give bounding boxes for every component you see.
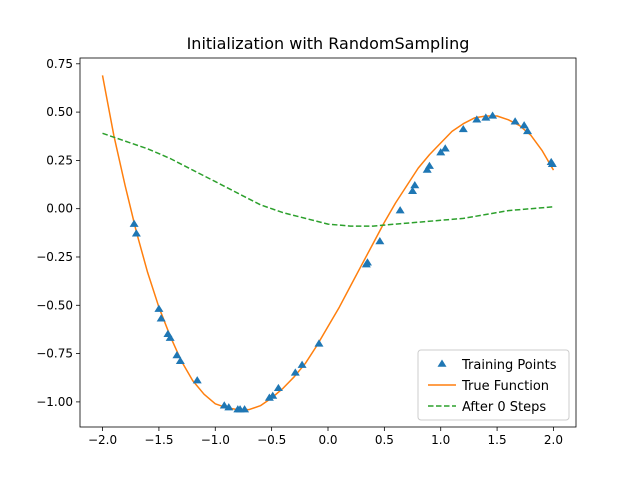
x-tick-label: −0.5 [257, 433, 286, 447]
y-tick-label: −1.00 [36, 395, 73, 409]
x-tick-label: −2.0 [88, 433, 117, 447]
data-point [510, 117, 520, 125]
data-point [436, 148, 446, 156]
data-point [519, 121, 529, 129]
data-point [224, 403, 234, 411]
data-point [547, 159, 557, 167]
x-tick-label: 1.0 [431, 433, 450, 447]
data-point [481, 113, 491, 121]
data-point [297, 360, 307, 368]
data-point [156, 314, 166, 322]
x-tick-label: 1.5 [488, 433, 507, 447]
data-point [165, 333, 175, 341]
x-tick-label: 2.0 [544, 433, 563, 447]
data-point [424, 161, 434, 169]
y-tick-label: 0.75 [46, 57, 73, 71]
data-point [472, 115, 482, 123]
data-point [395, 206, 405, 214]
data-point [408, 186, 418, 195]
y-tick-label: 0.50 [46, 105, 73, 119]
y-tick-label: −0.75 [36, 347, 73, 361]
data-point [440, 144, 450, 152]
y-tick-label: −0.25 [36, 250, 73, 264]
data-point [172, 351, 182, 359]
data-point [523, 126, 533, 135]
data-point [175, 356, 185, 365]
data-point [422, 165, 432, 173]
data-point [273, 383, 283, 392]
data-point [240, 405, 250, 413]
legend-label: True Function [461, 379, 549, 394]
x-tick-label: 0.5 [375, 433, 394, 447]
legend-marker [437, 359, 447, 367]
data-point [131, 229, 141, 237]
legend-label: Training Points [461, 358, 557, 373]
x-tick-label: 0.0 [318, 433, 337, 447]
series-line-after-0-steps [102, 132, 554, 227]
data-point [458, 124, 468, 133]
data-point [410, 181, 420, 189]
data-point [192, 376, 202, 384]
data-point [219, 401, 229, 409]
data-point [268, 391, 278, 399]
x-tick-label: −1.5 [144, 433, 173, 447]
legend-box [417, 349, 570, 421]
plot-frame [79, 57, 577, 428]
y-tick-label: 0.25 [46, 153, 73, 167]
data-point [314, 339, 324, 347]
y-tick-label: 0.00 [46, 202, 73, 216]
data-point [375, 237, 385, 245]
data-point [488, 111, 498, 119]
chart-title: Initialization with RandomSampling [187, 34, 470, 53]
data-point [362, 258, 372, 266]
y-tick-label: −0.50 [36, 298, 73, 312]
data-point [154, 304, 164, 312]
data-point [129, 219, 139, 227]
data-point [290, 368, 300, 376]
legend-label: After 0 Steps [462, 400, 546, 415]
x-tick-label: −1.0 [201, 433, 230, 447]
